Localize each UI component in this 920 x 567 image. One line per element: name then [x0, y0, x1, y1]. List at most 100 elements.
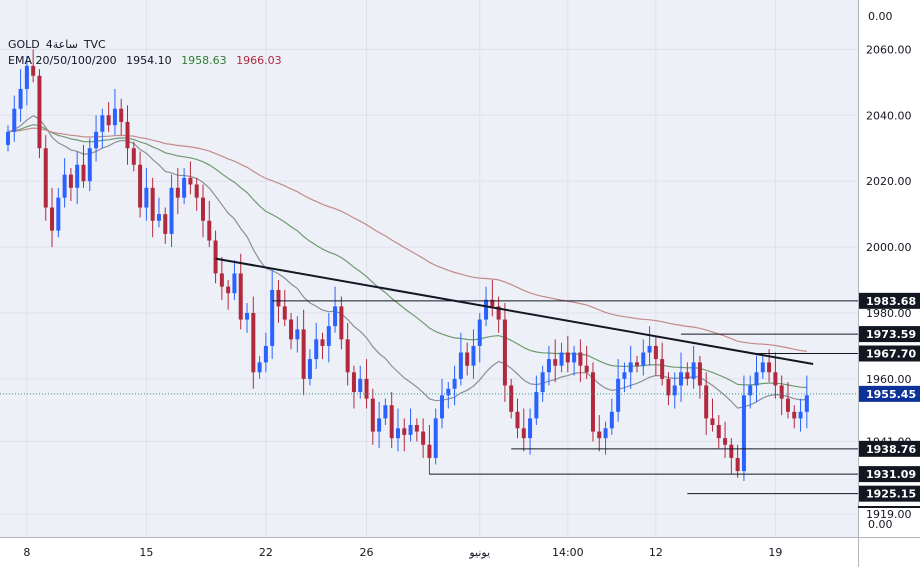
candle-body[interactable] [465, 352, 470, 366]
candle-body[interactable] [326, 326, 331, 346]
candle-body[interactable] [320, 339, 325, 346]
candle-body[interactable] [767, 362, 772, 373]
candle-body[interactable] [289, 319, 294, 340]
candle-body[interactable] [635, 362, 639, 366]
candle-body[interactable] [301, 329, 306, 379]
candle-body[interactable] [672, 385, 677, 396]
candle-body[interactable] [150, 187, 155, 221]
candle-body[interactable] [496, 306, 501, 320]
candle-body[interactable] [446, 388, 451, 396]
candle-body[interactable] [578, 352, 583, 366]
candle-body[interactable] [735, 457, 740, 472]
candle-body[interactable] [534, 392, 539, 419]
candle-body[interactable] [175, 187, 180, 198]
candle-body[interactable] [43, 148, 48, 208]
candle-body[interactable] [553, 359, 558, 366]
candle-body[interactable] [509, 385, 514, 412]
candle-body[interactable] [421, 431, 426, 445]
candle-body[interactable] [18, 88, 23, 109]
candle-body[interactable] [559, 352, 564, 366]
candle-body[interactable] [263, 345, 268, 363]
candle-body[interactable] [377, 418, 382, 432]
candle-body[interactable] [358, 378, 363, 393]
candle-body[interactable] [112, 108, 117, 126]
candle-body[interactable] [540, 372, 545, 393]
candle-body[interactable] [156, 214, 161, 221]
candle-body[interactable] [370, 398, 375, 432]
candle-body[interactable] [62, 174, 67, 198]
candle-body[interactable] [584, 365, 589, 373]
candle-body[interactable] [383, 405, 388, 419]
candle-body[interactable] [106, 115, 111, 126]
candle-body[interactable] [515, 411, 520, 429]
candle-body[interactable] [333, 306, 338, 327]
candle-body[interactable] [785, 398, 790, 412]
candle-body[interactable] [188, 177, 193, 185]
candle-body[interactable] [238, 273, 243, 320]
candle-body[interactable] [729, 444, 734, 458]
candle-body[interactable] [616, 378, 621, 412]
candle-body[interactable] [414, 424, 419, 432]
candle-body[interactable] [307, 359, 312, 379]
candle-body[interactable] [565, 352, 570, 363]
candle-body[interactable] [345, 339, 350, 373]
candle-body[interactable] [458, 352, 463, 379]
candle-body[interactable] [685, 372, 690, 379]
candle-body[interactable] [282, 306, 287, 320]
candle-body[interactable] [798, 411, 803, 419]
candle-body[interactable] [219, 273, 224, 287]
candle-body[interactable] [94, 131, 99, 149]
candle-body[interactable] [226, 286, 231, 294]
candle-body[interactable] [402, 428, 407, 435]
candle-body[interactable] [50, 207, 55, 231]
candle-body[interactable] [754, 372, 759, 386]
candle-body[interactable] [471, 345, 476, 366]
candle-body[interactable] [597, 431, 602, 439]
candle-body[interactable] [647, 345, 652, 353]
candle-body[interactable] [395, 428, 400, 439]
candle-body[interactable] [408, 424, 413, 435]
candle-body[interactable] [314, 339, 319, 360]
candle-body[interactable] [440, 395, 445, 419]
candle-body[interactable] [603, 428, 608, 439]
candle-body[interactable] [125, 121, 130, 149]
candle-body[interactable] [213, 240, 218, 274]
candle-body[interactable] [6, 131, 10, 145]
candle-body[interactable] [679, 372, 684, 386]
candle-body[interactable] [716, 424, 721, 439]
candle-body[interactable] [119, 108, 124, 122]
candle-body[interactable] [276, 289, 281, 307]
candle-body[interactable] [31, 65, 36, 76]
ema-label[interactable]: EMA 20/50/100/200 [8, 54, 117, 67]
candle-body[interactable] [433, 418, 438, 458]
candle-body[interactable] [339, 306, 344, 340]
candle-body[interactable] [87, 148, 92, 182]
candle-body[interactable] [666, 378, 671, 396]
candle-body[interactable] [628, 362, 633, 373]
candle-body[interactable] [68, 174, 73, 188]
candle-body[interactable] [622, 372, 627, 379]
candles[interactable] [6, 49, 809, 481]
candle-body[interactable] [251, 312, 256, 373]
candle-body[interactable] [660, 359, 665, 379]
candle-body[interactable] [521, 428, 526, 439]
trendline[interactable] [215, 257, 814, 366]
candle-body[interactable] [779, 385, 784, 399]
candle-body[interactable] [200, 197, 205, 221]
candle-body[interactable] [131, 148, 136, 165]
candle-body[interactable] [24, 65, 29, 89]
candle-body[interactable] [452, 378, 457, 389]
candle-body[interactable] [590, 372, 595, 432]
candle-body[interactable] [609, 411, 614, 429]
candle-body[interactable] [484, 299, 489, 320]
symbol-name[interactable]: GOLD [8, 38, 40, 51]
candle-body[interactable] [81, 164, 86, 182]
candle-body[interactable] [295, 329, 300, 340]
candle-body[interactable] [804, 395, 809, 412]
candle-body[interactable] [653, 345, 658, 360]
candle-body[interactable] [163, 214, 168, 234]
candle-body[interactable] [723, 438, 728, 445]
candle-body[interactable] [741, 395, 746, 472]
candle-body[interactable] [477, 319, 482, 346]
